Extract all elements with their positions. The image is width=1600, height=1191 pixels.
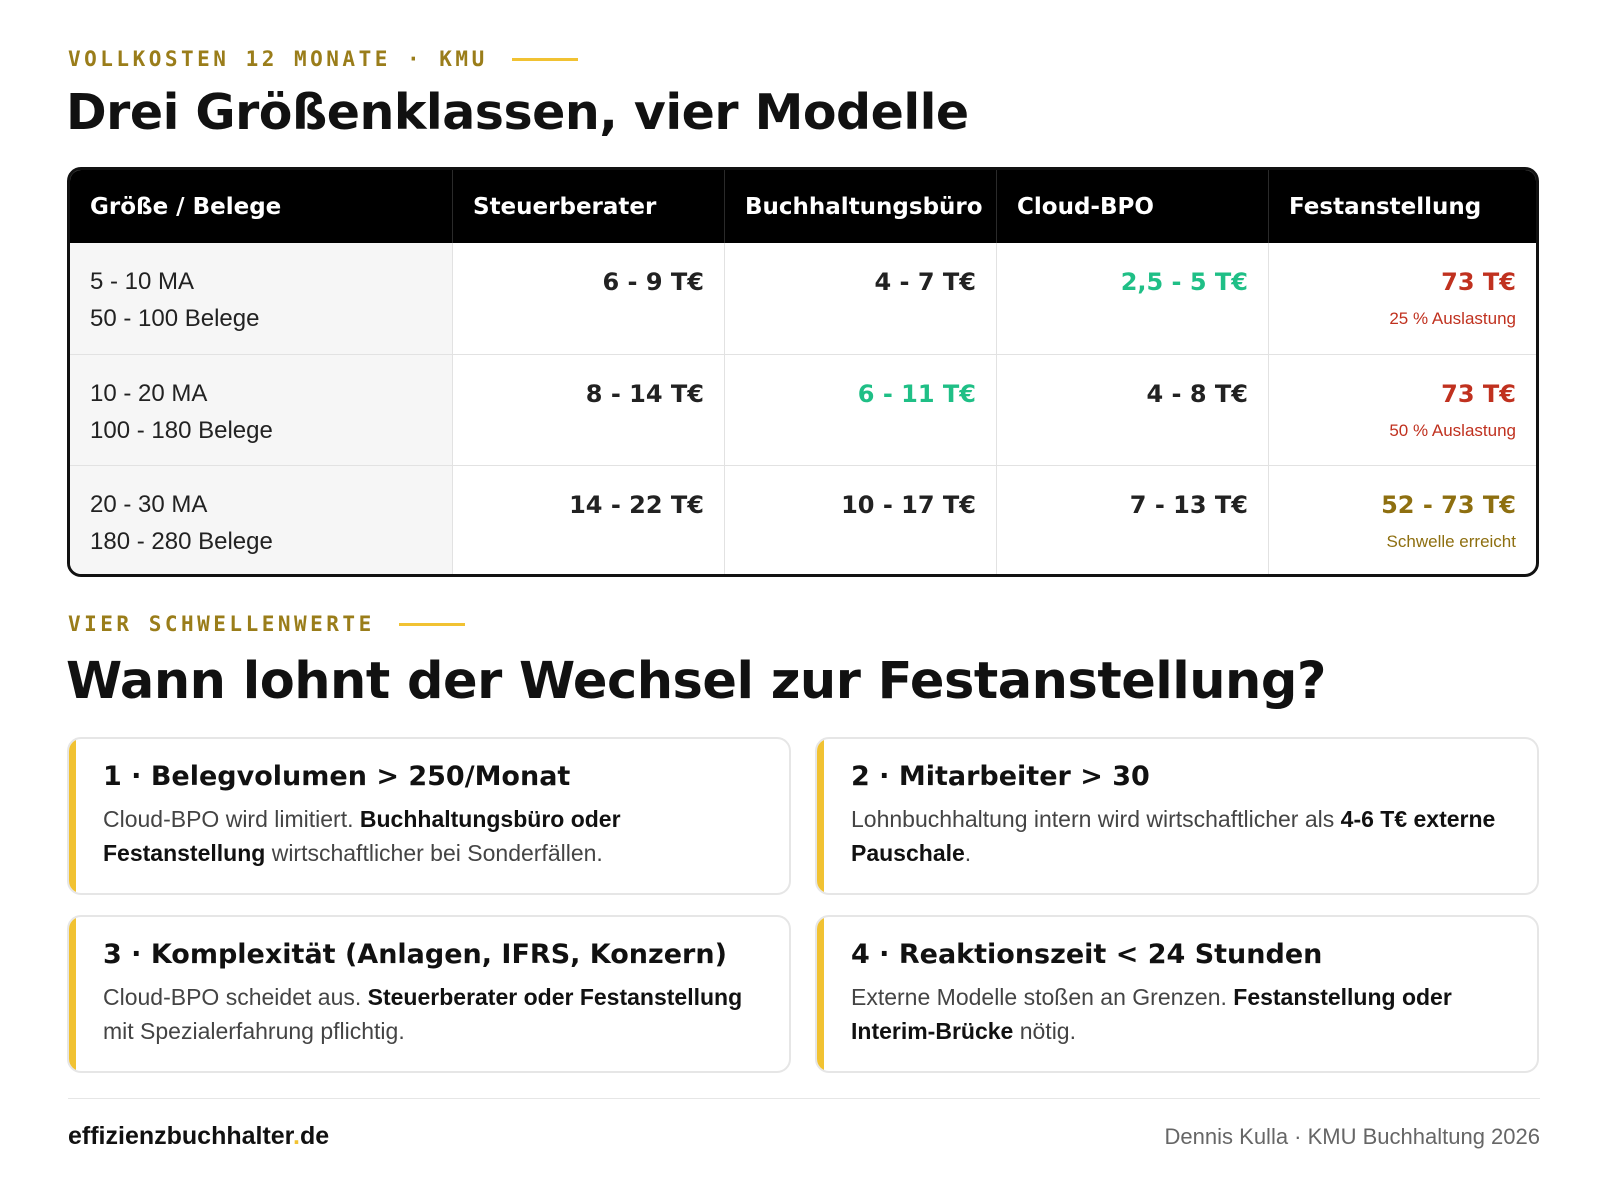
card-accent-bar <box>817 917 824 1071</box>
card-text-start: Cloud-BPO wird limitiert. <box>103 806 360 832</box>
eyebrow-text: VOLLKOSTEN 12 MONATE · KMU <box>68 47 488 71</box>
card-title: 1 · Belegvolumen > 250/Monat <box>103 761 571 792</box>
card-text-start: Lohnbuchhaltung intern wird wirtschaftli… <box>851 806 1341 832</box>
belege-label: 50 - 100 Belege <box>90 305 260 332</box>
festanstellung-cell: 73 T€ 50 % Auslastung <box>1269 355 1536 465</box>
cloud-bpo-cell: 4 - 8 T€ <box>997 355 1269 465</box>
footer-credit: Dennis Kulla · KMU Buchhaltung 2026 <box>1164 1124 1540 1149</box>
card-text-end: mit Spezialerfahrung pflichtig. <box>103 1018 405 1044</box>
buchhaltungsbuero-cell: 10 - 17 T€ <box>725 466 997 574</box>
card-text-end: nötig. <box>1013 1018 1076 1044</box>
table-header: Größe / Belege Steuerberater Buchhaltung… <box>70 170 1536 243</box>
fest-note: Schwelle erreicht <box>1386 532 1516 551</box>
cost-value-best: 2,5 - 5 T€ <box>1120 268 1248 296</box>
eyebrow-rule <box>398 622 465 626</box>
steuerberater-cell: 6 - 9 T€ <box>453 243 725 354</box>
size-label: 10 - 20 MA <box>90 380 208 407</box>
eyebrow-rule <box>511 57 578 61</box>
site-tld: de <box>300 1122 330 1150</box>
page-title: Drei Größenklassen, vier Modelle <box>66 84 969 141</box>
card-text: Cloud-BPO scheidet aus. Steuerberater od… <box>103 980 761 1048</box>
site-dot: . <box>293 1122 300 1150</box>
size-cell: 10 - 20 MA 100 - 180 Belege <box>70 355 453 465</box>
fest-value: 73 T€ <box>1441 380 1516 408</box>
site-logo[interactable]: effizienzbuchhalter.de <box>68 1122 329 1151</box>
threshold-card: 3 · Komplexität (Anlagen, IFRS, Konzern)… <box>67 915 791 1073</box>
section-title: Wann lohnt der Wechsel zur Festanstellun… <box>66 652 1326 711</box>
table-row: 10 - 20 MA 100 - 180 Belege 8 - 14 T€ 6 … <box>70 354 1536 465</box>
size-label: 5 - 10 MA <box>90 268 195 295</box>
header-buchhaltungsbuero: Buchhaltungsbüro <box>725 170 997 243</box>
cost-value: 8 - 14 T€ <box>585 380 704 408</box>
site-name: effizienzbuchhalter <box>68 1122 294 1150</box>
section-eyebrow: VIER SCHWELLENWERTE <box>68 612 465 636</box>
cost-table: Größe / Belege Steuerberater Buchhaltung… <box>67 167 1539 577</box>
fest-note: 50 % Auslastung <box>1389 421 1516 440</box>
belege-label: 180 - 280 Belege <box>90 528 273 555</box>
cost-value: 6 - 9 T€ <box>602 268 705 296</box>
card-text-start: Externe Modelle stoßen an Grenzen. <box>851 984 1234 1010</box>
header-festanstellung: Festanstellung <box>1289 193 1482 220</box>
steuerberater-cell: 14 - 22 T€ <box>453 466 725 574</box>
size-cell: 20 - 30 MA 180 - 280 Belege <box>70 466 453 574</box>
card-text-start: Cloud-BPO scheidet aus. <box>103 984 368 1010</box>
header-steuerberater: Steuerberater <box>453 170 725 243</box>
threshold-card: 2 · Mitarbeiter > 30 Lohnbuchhaltung int… <box>815 737 1539 895</box>
fest-value: 52 - 73 T€ <box>1381 491 1516 519</box>
cost-value: 10 - 17 T€ <box>841 491 976 519</box>
threshold-card: 1 · Belegvolumen > 250/Monat Cloud-BPO w… <box>67 737 791 895</box>
card-text-end: . <box>964 840 972 866</box>
size-cell: 5 - 10 MA 50 - 100 Belege <box>70 243 453 354</box>
festanstellung-cell: 73 T€ 25 % Auslastung <box>1269 243 1536 354</box>
cost-value: 4 - 8 T€ <box>1146 380 1249 408</box>
table-row: 5 - 10 MA 50 - 100 Belege 6 - 9 T€ 4 - 7… <box>70 243 1536 354</box>
card-text-end: wirtschaftlicher bei Sonderfällen. <box>265 840 603 866</box>
cost-value: 7 - 13 T€ <box>1129 491 1248 519</box>
fest-note: 25 % Auslastung <box>1389 309 1516 328</box>
card-title: 4 · Reaktionszeit < 24 Stunden <box>851 939 1323 970</box>
card-title: 2 · Mitarbeiter > 30 <box>851 761 1150 792</box>
cost-value: 14 - 22 T€ <box>569 491 704 519</box>
footer-divider <box>68 1098 1540 1099</box>
buchhaltungsbuero-cell: 4 - 7 T€ <box>725 243 997 354</box>
cost-value-best: 6 - 11 T€ <box>857 380 976 408</box>
cloud-bpo-cell: 2,5 - 5 T€ <box>997 243 1269 354</box>
card-text: Externe Modelle stoßen an Grenzen. Festa… <box>851 980 1509 1048</box>
eyebrow-text: VIER SCHWELLENWERTE <box>68 612 375 636</box>
belege-label: 100 - 180 Belege <box>90 417 273 444</box>
card-text: Cloud-BPO wird limitiert. Buchhaltungsbü… <box>103 802 761 870</box>
card-text-bold: Festanstellung oder Interim-Brücke <box>851 984 1452 1044</box>
card-text-bold: Buchhaltungsbüro oder Festanstellung <box>103 806 621 866</box>
card-accent-bar <box>69 739 76 893</box>
cloud-bpo-cell: 7 - 13 T€ <box>997 466 1269 574</box>
threshold-card: 4 · Reaktionszeit < 24 Stunden Externe M… <box>815 915 1539 1073</box>
buchhaltungsbuero-cell: 6 - 11 T€ <box>725 355 997 465</box>
size-label: 20 - 30 MA <box>90 491 208 518</box>
section-eyebrow: VOLLKOSTEN 12 MONATE · KMU <box>68 47 578 71</box>
cost-value: 4 - 7 T€ <box>874 268 977 296</box>
card-text: Lohnbuchhaltung intern wird wirtschaftli… <box>851 802 1509 870</box>
card-text-bold: 4-6 T€ externe Pauschale <box>851 806 1496 866</box>
card-title: 3 · Komplexität (Anlagen, IFRS, Konzern) <box>103 939 727 970</box>
festanstellung-cell: 52 - 73 T€ Schwelle erreicht <box>1269 466 1536 574</box>
card-text-bold: Steuerberater oder Festanstellung <box>367 984 743 1010</box>
card-accent-bar <box>69 917 76 1071</box>
header-size: Größe / Belege <box>70 170 453 243</box>
card-accent-bar <box>817 739 824 893</box>
steuerberater-cell: 8 - 14 T€ <box>453 355 725 465</box>
header-cloud-bpo: Cloud-BPO <box>997 170 1269 243</box>
table-row: 20 - 30 MA 180 - 280 Belege 14 - 22 T€ 1… <box>70 465 1536 574</box>
fest-value: 73 T€ <box>1441 268 1516 296</box>
